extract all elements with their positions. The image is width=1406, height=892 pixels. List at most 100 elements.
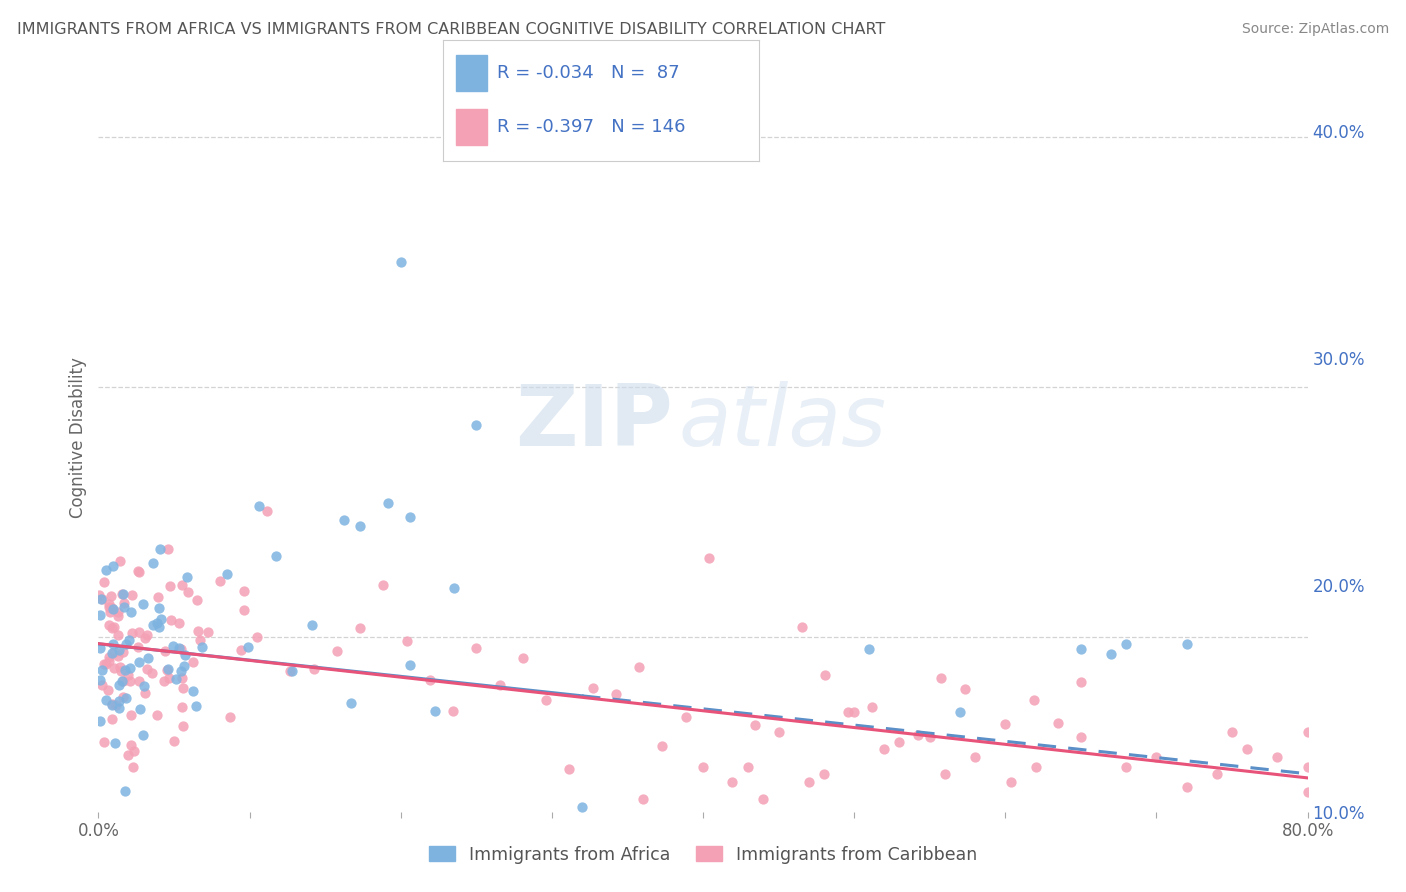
Point (136, 628, 159, 642)
Point (128, 565, 150, 579)
Point (90, 592, 112, 607)
Point (465, 417, 488, 432)
Point (148, 600, 170, 615)
Point (1220, 724, 1243, 739)
Point (423, 705, 446, 719)
Point (1024, 692, 1046, 706)
Point (994, 717, 1017, 731)
Point (103, 661, 125, 675)
Point (907, 728, 929, 742)
Point (465, 640, 488, 655)
Point (744, 718, 766, 732)
Text: R = -0.397   N = 146: R = -0.397 N = 146 (496, 118, 685, 136)
Point (89, 607, 111, 622)
Point (108, 701, 131, 715)
Point (488, 678, 510, 692)
Point (159, 614, 181, 628)
Point (1206, 767, 1229, 781)
Point (97, 682, 120, 697)
Point (97, 650, 120, 665)
Point (186, 698, 208, 713)
Point (134, 686, 156, 700)
Point (120, 739, 142, 753)
Point (813, 767, 835, 781)
Point (170, 665, 193, 679)
Point (111, 587, 134, 601)
Point (395, 634, 418, 648)
Point (333, 513, 356, 527)
Point (156, 662, 179, 676)
Point (114, 663, 136, 677)
Point (128, 625, 150, 640)
Point (247, 500, 270, 514)
Point (256, 504, 278, 518)
Point (1115, 637, 1137, 651)
Point (108, 694, 131, 708)
Point (98, 618, 121, 632)
Point (107, 605, 129, 619)
Bar (456, 54, 486, 91)
Point (301, 618, 323, 632)
Point (93, 574, 115, 589)
Point (98, 600, 121, 615)
Point (441, 705, 464, 719)
Point (112, 644, 135, 658)
Point (302, 662, 325, 676)
Point (103, 645, 125, 659)
Point (121, 588, 143, 602)
Point (108, 554, 131, 568)
Point (858, 642, 880, 657)
Point (233, 603, 256, 617)
Point (246, 630, 269, 644)
Point (172, 578, 194, 592)
Point (571, 799, 593, 814)
Point (889, 735, 911, 749)
Point (844, 705, 866, 719)
Point (121, 626, 143, 640)
Point (1296, 724, 1319, 739)
Point (128, 673, 150, 688)
Point (398, 657, 420, 672)
Point (110, 664, 132, 678)
Point (931, 671, 953, 685)
Bar (456, 109, 486, 145)
Point (170, 642, 193, 657)
Point (837, 705, 859, 719)
Text: IMMIGRANTS FROM AFRICA VS IMMIGRANTS FROM CARIBBEAN COGNITIVE DISABILITY CORRELA: IMMIGRANTS FROM AFRICA VS IMMIGRANTS FRO… (17, 22, 886, 37)
Point (101, 698, 124, 712)
Point (163, 734, 186, 748)
Point (94, 657, 117, 671)
Y-axis label: Cognitive Disability: Cognitive Disability (69, 357, 87, 517)
Point (115, 637, 138, 651)
Point (118, 633, 141, 648)
Point (132, 679, 155, 693)
Point (232, 584, 254, 599)
Point (107, 628, 129, 642)
Point (159, 579, 181, 593)
Point (105, 698, 128, 713)
Point (101, 712, 124, 726)
Point (188, 632, 211, 647)
Point (977, 846, 1000, 860)
Point (103, 620, 125, 634)
Point (752, 792, 775, 806)
Legend: Immigrants from Africa, Immigrants from Caribbean: Immigrants from Africa, Immigrants from … (422, 838, 984, 871)
Point (117, 668, 139, 682)
Point (112, 599, 135, 614)
Point (558, 763, 581, 777)
Point (187, 624, 209, 639)
Point (111, 690, 134, 705)
Point (873, 742, 896, 756)
Point (136, 650, 159, 665)
Point (1296, 785, 1319, 799)
Point (146, 616, 169, 631)
Point (1236, 742, 1258, 756)
Point (236, 640, 259, 654)
Point (172, 681, 194, 695)
Point (89, 673, 111, 688)
Point (176, 585, 198, 599)
Point (132, 597, 155, 611)
Point (181, 683, 204, 698)
Point (100, 601, 122, 615)
Point (326, 644, 349, 658)
